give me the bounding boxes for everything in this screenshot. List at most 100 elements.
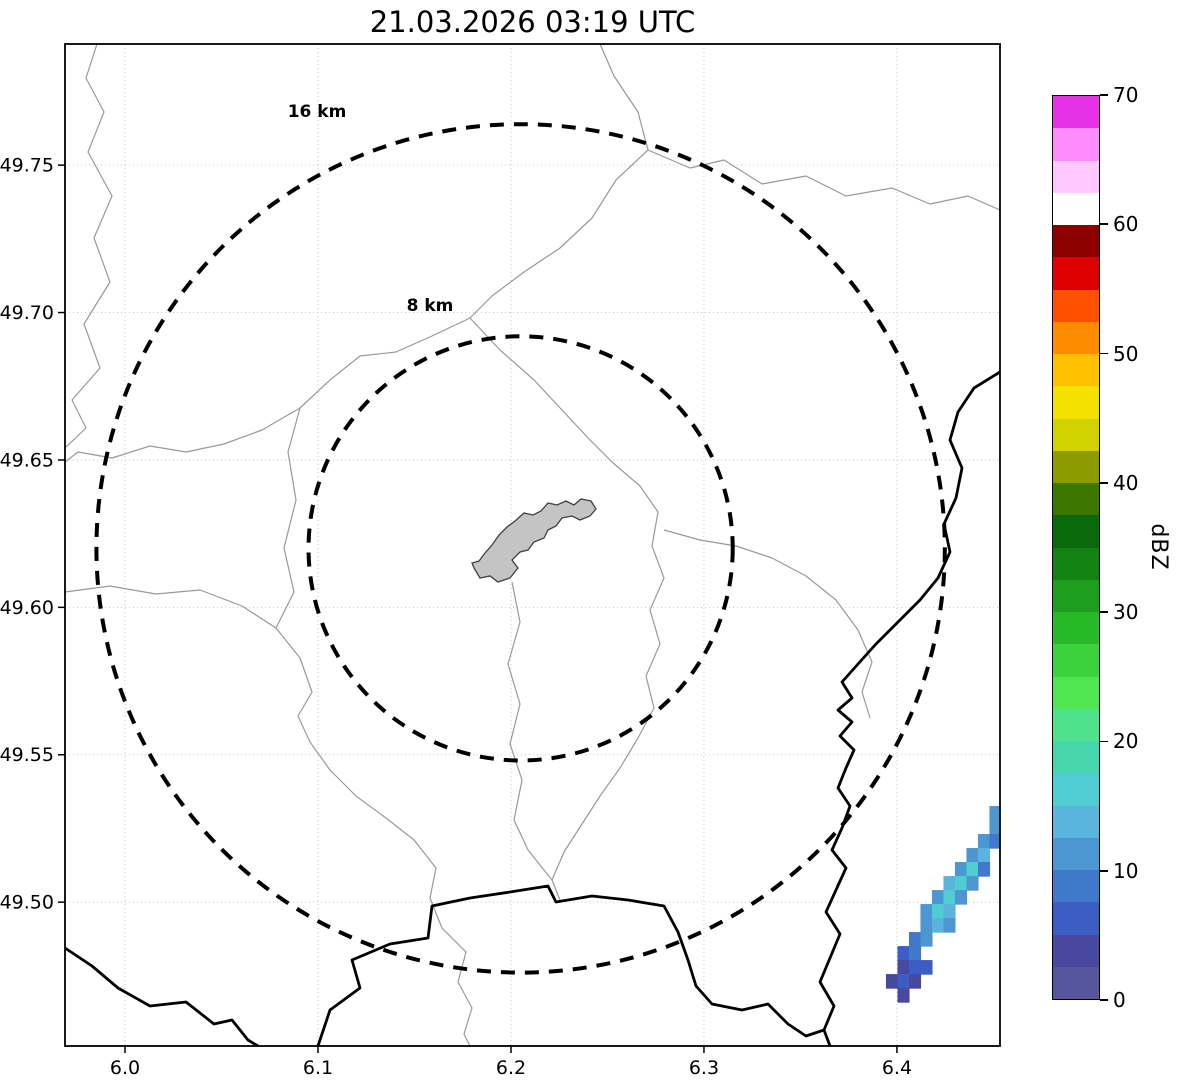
colorbar-segment [1053, 192, 1099, 225]
city-area [471, 498, 597, 583]
colorbar-segment [1053, 644, 1099, 677]
colorbar-segment [1053, 708, 1099, 741]
radar-echo-cell [1001, 806, 1013, 821]
admin-boundary-line [65, 44, 649, 463]
country-border-line [316, 884, 826, 1046]
radar-echo-cell [897, 946, 910, 961]
colorbar-tickmark [1100, 352, 1108, 355]
colorbar-segment [1053, 773, 1099, 806]
radar-echo-cell [908, 974, 922, 989]
colorbar-segment [1053, 160, 1099, 193]
admin-boundary-line [65, 44, 113, 449]
admin-boundary-line [507, 581, 553, 881]
radar-echo-cell [989, 834, 1000, 849]
radar-echo-cell [943, 918, 956, 933]
radar-echo-cell [943, 904, 956, 919]
radar-echo-cell [908, 946, 922, 961]
radar-echo-cell [908, 960, 922, 975]
admin-boundary-line [647, 149, 1000, 211]
colorbar-tick-label: 20 [1113, 729, 1139, 754]
radar-echo-cell [966, 848, 979, 863]
colorbar-tick-label: 50 [1113, 341, 1139, 366]
radar-echo-cell [897, 974, 910, 989]
y-tick-label: 49.70 [0, 302, 54, 324]
y-tick-label: 49.60 [0, 597, 54, 619]
range-ring-label: 16 km [288, 102, 347, 122]
colorbar-segment [1053, 96, 1099, 129]
country-border-line [818, 370, 1000, 1046]
radar-echo-cell [943, 890, 956, 905]
x-tick-label: 6.0 [110, 1057, 140, 1079]
radar-echo-cell [931, 918, 945, 933]
colorbar-tickmark [1100, 869, 1108, 872]
y-tick-label: 49.65 [0, 449, 54, 471]
colorbar-tickmark [1100, 94, 1108, 96]
colorbar-segment [1053, 225, 1099, 258]
colorbar [1052, 95, 1100, 1000]
colorbar-segment [1053, 579, 1099, 612]
colorbar-tick-label: 30 [1113, 600, 1139, 625]
colorbar-tick-label: 40 [1113, 470, 1139, 495]
radar-echo-cell [920, 904, 933, 919]
admin-boundary-line [663, 529, 873, 719]
colorbar-segment [1053, 902, 1099, 935]
range-ring-label: 8 km [407, 296, 454, 316]
colorbar-tickmark [1100, 740, 1108, 743]
x-tick-label: 6.2 [496, 1057, 526, 1079]
x-tick-label: 6.3 [689, 1057, 719, 1079]
radar-echo-cell [1001, 820, 1013, 835]
range-ring-8km [306, 334, 735, 763]
radar-echo-cell [897, 960, 910, 975]
colorbar-tickmark [1100, 611, 1108, 613]
plot-frame [64, 43, 1001, 1047]
radar-echo-cell [989, 820, 1000, 835]
range-ring-16km [94, 122, 947, 975]
y-tick-label: 49.75 [0, 155, 54, 177]
colorbar-segment [1053, 354, 1099, 387]
colorbar-label: dBZ [1146, 523, 1171, 571]
colorbar-segment [1053, 837, 1099, 870]
colorbar-segment [1053, 483, 1099, 516]
x-tick-label: 6.1 [303, 1057, 333, 1079]
radar-echo-cell [931, 890, 945, 905]
colorbar-segment [1053, 805, 1099, 838]
colorbar-segment [1053, 547, 1099, 580]
radar-echo-cell [943, 876, 956, 891]
colorbar-tickmark [1100, 482, 1108, 484]
colorbar-segment [1053, 321, 1099, 354]
colorbar-segment [1053, 515, 1099, 548]
radar-echo-cell [920, 960, 933, 975]
radar-echo-cell [954, 890, 968, 905]
colorbar-segment [1053, 934, 1099, 967]
radar-echo-cell [989, 806, 1000, 821]
colorbar-segment [1053, 612, 1099, 645]
colorbar-segment [1053, 257, 1099, 290]
colorbar-tick-label: 0 [1113, 988, 1126, 1012]
radar-echo-cell [885, 974, 899, 989]
radar-echo-cell [954, 862, 968, 877]
y-tick-label: 49.55 [0, 744, 54, 766]
radar-echo-cell [897, 988, 910, 1003]
colorbar-segment [1053, 128, 1099, 161]
map-layer [65, 44, 1013, 1046]
colorbar-segment [1053, 450, 1099, 483]
colorbar-segment [1053, 870, 1099, 903]
admin-boundary-line [469, 317, 665, 901]
colorbar-segment [1053, 966, 1099, 999]
radar-echo-cell [908, 932, 922, 947]
radar-echo-cell [966, 862, 979, 877]
colorbar-tick-label: 70 [1113, 83, 1139, 107]
radar-echo-cell [954, 876, 968, 891]
colorbar-tick-label: 60 [1113, 212, 1139, 237]
country-border-line [65, 946, 260, 1046]
admin-boundary-line [275, 407, 301, 629]
radar-echo-cell [920, 932, 933, 947]
radar-echo-cell [977, 834, 991, 849]
colorbar-tick-label: 10 [1113, 858, 1139, 883]
radar-echo-cell [966, 876, 979, 891]
plot-title: 21.03.2026 03:19 UTC [369, 5, 696, 39]
colorbar-segment [1053, 289, 1099, 322]
colorbar-tickmark [1100, 223, 1108, 226]
